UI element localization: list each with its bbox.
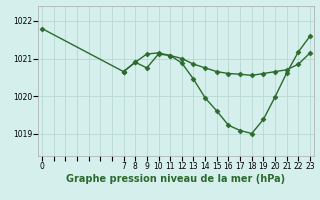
X-axis label: Graphe pression niveau de la mer (hPa): Graphe pression niveau de la mer (hPa) <box>67 174 285 184</box>
